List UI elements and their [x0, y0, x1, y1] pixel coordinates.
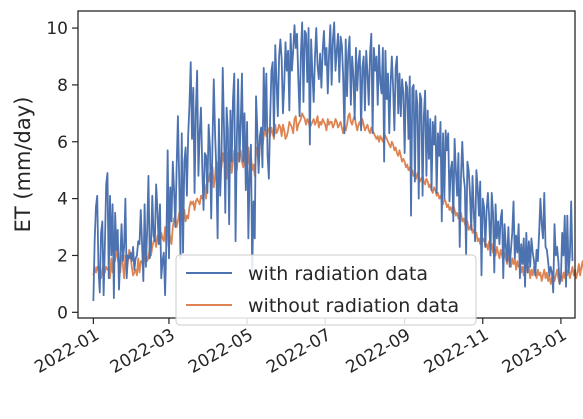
y-tick-label: 2 [57, 246, 68, 266]
series-line-0 [92, 21, 574, 301]
x-tick-label: 2023-01 [499, 325, 571, 378]
legend-label-1: without radiation data [248, 295, 459, 317]
x-tick-label: 2022-03 [107, 325, 179, 378]
legend-box [175, 254, 477, 326]
y-tick-label: 0 [57, 303, 68, 323]
x-tick-label: 2022-11 [421, 325, 493, 378]
y-axis-label: ET (mm/day) [11, 97, 35, 233]
x-tick-label: 2022-09 [343, 325, 415, 378]
y-axis: 0 2 4 6 8 10 [46, 19, 78, 323]
x-tick-label: 2022-01 [31, 325, 103, 378]
x-tick-label: 2022-07 [263, 325, 335, 378]
y-tick-label: 10 [46, 19, 68, 39]
series-layer [92, 21, 583, 301]
x-axis: 2022-01 2022-03 2022-05 2022-07 2022-09 2022-… [31, 318, 570, 378]
legend-label-0: with radiation data [248, 263, 428, 285]
legend: with radiation data without radiation dat… [175, 254, 477, 326]
y-tick-label: 8 [57, 76, 68, 96]
y-tick-label: 4 [57, 190, 68, 210]
y-tick-label: 6 [57, 133, 68, 153]
x-tick-label: 2022-05 [185, 325, 257, 378]
